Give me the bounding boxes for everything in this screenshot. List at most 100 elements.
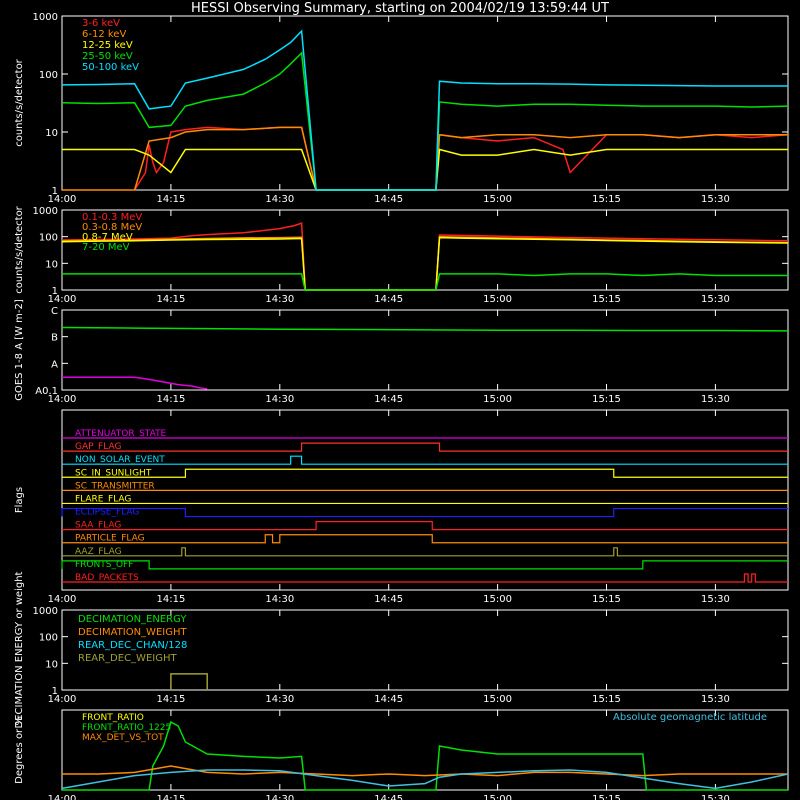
legend-entry: REAR_DEC_CHAN/128 [78, 640, 187, 651]
flag-line [62, 455, 788, 465]
flag-line [62, 521, 788, 531]
flag-label: SC_TRANSMITTER [75, 481, 155, 491]
panel-frame [61, 409, 789, 591]
geomagnetic-annotation: Absolute geomagnetic latitude [613, 712, 767, 723]
series-line [62, 273, 788, 291]
legend-entry: FRONT_RATIO_1225 [82, 723, 171, 733]
y-tick-label: 1000 [33, 206, 58, 217]
flag-label: PARTICLE_FLAG [75, 534, 145, 544]
series-line [62, 148, 788, 191]
x-tick-label: 14:45 [374, 794, 403, 800]
y-tick-label: 100 [39, 70, 58, 81]
x-tick-label: 14:30 [265, 594, 294, 605]
x-tick-label: 14:00 [48, 794, 77, 800]
x-tick-label: 14:45 [374, 594, 403, 605]
y-axis-label: counts/s/detector [14, 58, 25, 146]
x-tick-label: 15:00 [483, 294, 512, 305]
legend-entry: 0.1-0.3 MeV [82, 212, 142, 223]
x-tick-label: 15:30 [701, 394, 730, 405]
x-tick-label: 15:00 [483, 194, 512, 205]
series-line [62, 376, 208, 390]
x-tick-label: 15:30 [701, 694, 730, 705]
flag-line [62, 547, 788, 557]
flag-line [61, 507, 788, 518]
legend-entry: 0.8-7 MeV [82, 232, 133, 243]
y-tick-label: 100 [39, 633, 58, 644]
y-axis-label: Flags [14, 487, 25, 513]
x-tick-label: 14:45 [374, 394, 403, 405]
x-tick-label: 14:45 [374, 294, 403, 305]
x-tick-label: 15:00 [483, 394, 512, 405]
flag-line [62, 468, 788, 478]
x-tick-label: 15:30 [701, 794, 730, 800]
flag-label: ECLIPSE_FLAG [75, 508, 139, 518]
flag-label: FLARE_FLAG [75, 494, 131, 504]
legend-entry: 7-20 MeV [82, 242, 130, 253]
series-line [61, 235, 789, 291]
flag-label: SC_IN_SUNLIGHT [75, 468, 152, 478]
series-line [61, 51, 789, 191]
series-line [61, 222, 789, 291]
legend-entry: 0.3-0.8 MeV [82, 222, 142, 233]
y-axis-label: GOES 1-8 A [W m-2] [14, 299, 25, 401]
x-tick-label: 14:30 [265, 694, 294, 705]
x-tick-label: 14:45 [374, 694, 403, 705]
chart-title: HESSI Observing Summary, starting on 200… [191, 1, 609, 16]
legend-entry: MAX_DET_VS_TOT [82, 733, 164, 743]
y-tick-label: 100 [39, 233, 58, 244]
x-tick-label: 14:45 [374, 194, 403, 205]
x-tick-label: 14:30 [265, 194, 294, 205]
x-tick-label: 15:30 [701, 194, 730, 205]
y-tick-label: 10 [45, 128, 58, 139]
x-tick-label: 14:15 [156, 594, 185, 605]
x-tick-label: 14:30 [265, 394, 294, 405]
x-tick-label: 15:30 [701, 294, 730, 305]
flag-label: SAA_FLAG [75, 521, 121, 531]
panel-frame [61, 209, 789, 291]
x-tick-label: 15:15 [592, 394, 621, 405]
x-tick-label: 14:00 [48, 294, 77, 305]
flag-line [61, 560, 788, 570]
legend-entry: 50-100 keV [82, 62, 139, 73]
x-tick-label: 14:15 [156, 794, 185, 800]
legend-entry: FRONT_RATIO [82, 713, 144, 723]
flag-line [62, 442, 788, 452]
panel-frame [61, 15, 789, 191]
panel-frame [61, 309, 789, 391]
legend-entry: DECIMATION_WEIGHT [78, 627, 187, 638]
x-tick-label: 14:00 [48, 594, 77, 605]
y-tick-label: C [51, 306, 58, 317]
legend-entry: DECIMATION_ENERGY [78, 614, 187, 625]
series-line [61, 29, 788, 191]
y-tick-label: B [51, 333, 58, 344]
y-tick-label: 1 [52, 686, 58, 697]
x-tick-label: 15:15 [592, 194, 621, 205]
y-tick-label: 1 [52, 186, 58, 197]
x-tick-label: 14:30 [265, 794, 294, 800]
y-axis-label: counts/s/detector [14, 205, 25, 293]
flag-line [62, 534, 788, 544]
x-tick-label: 14:00 [48, 394, 77, 405]
y-tick-label: A0.1 [35, 386, 58, 397]
series-line [62, 126, 788, 191]
flag-label: GAP_FLAG [75, 442, 121, 452]
x-tick-label: 15:30 [701, 594, 730, 605]
legend-entry: 3-6 keV [82, 18, 120, 29]
y-axis-label: Degrees or % [14, 716, 25, 784]
series-line [61, 769, 789, 790]
flag-line [62, 573, 788, 583]
x-tick-label: 14:15 [156, 694, 185, 705]
x-tick-label: 15:15 [592, 794, 621, 800]
x-tick-label: 14:00 [48, 194, 77, 205]
x-tick-label: 14:15 [156, 294, 185, 305]
flag-label: AAZ_FLAG [75, 547, 122, 557]
x-tick-label: 14:30 [265, 294, 294, 305]
x-tick-label: 15:15 [592, 594, 621, 605]
x-tick-label: 15:00 [483, 594, 512, 605]
legend-entry: 25-50 keV [82, 51, 133, 62]
x-tick-label: 14:00 [48, 694, 77, 705]
y-axis-label: DECIMATION ENERGY or weight [14, 571, 25, 728]
x-tick-label: 15:15 [592, 694, 621, 705]
y-tick-label: 10 [45, 259, 58, 270]
